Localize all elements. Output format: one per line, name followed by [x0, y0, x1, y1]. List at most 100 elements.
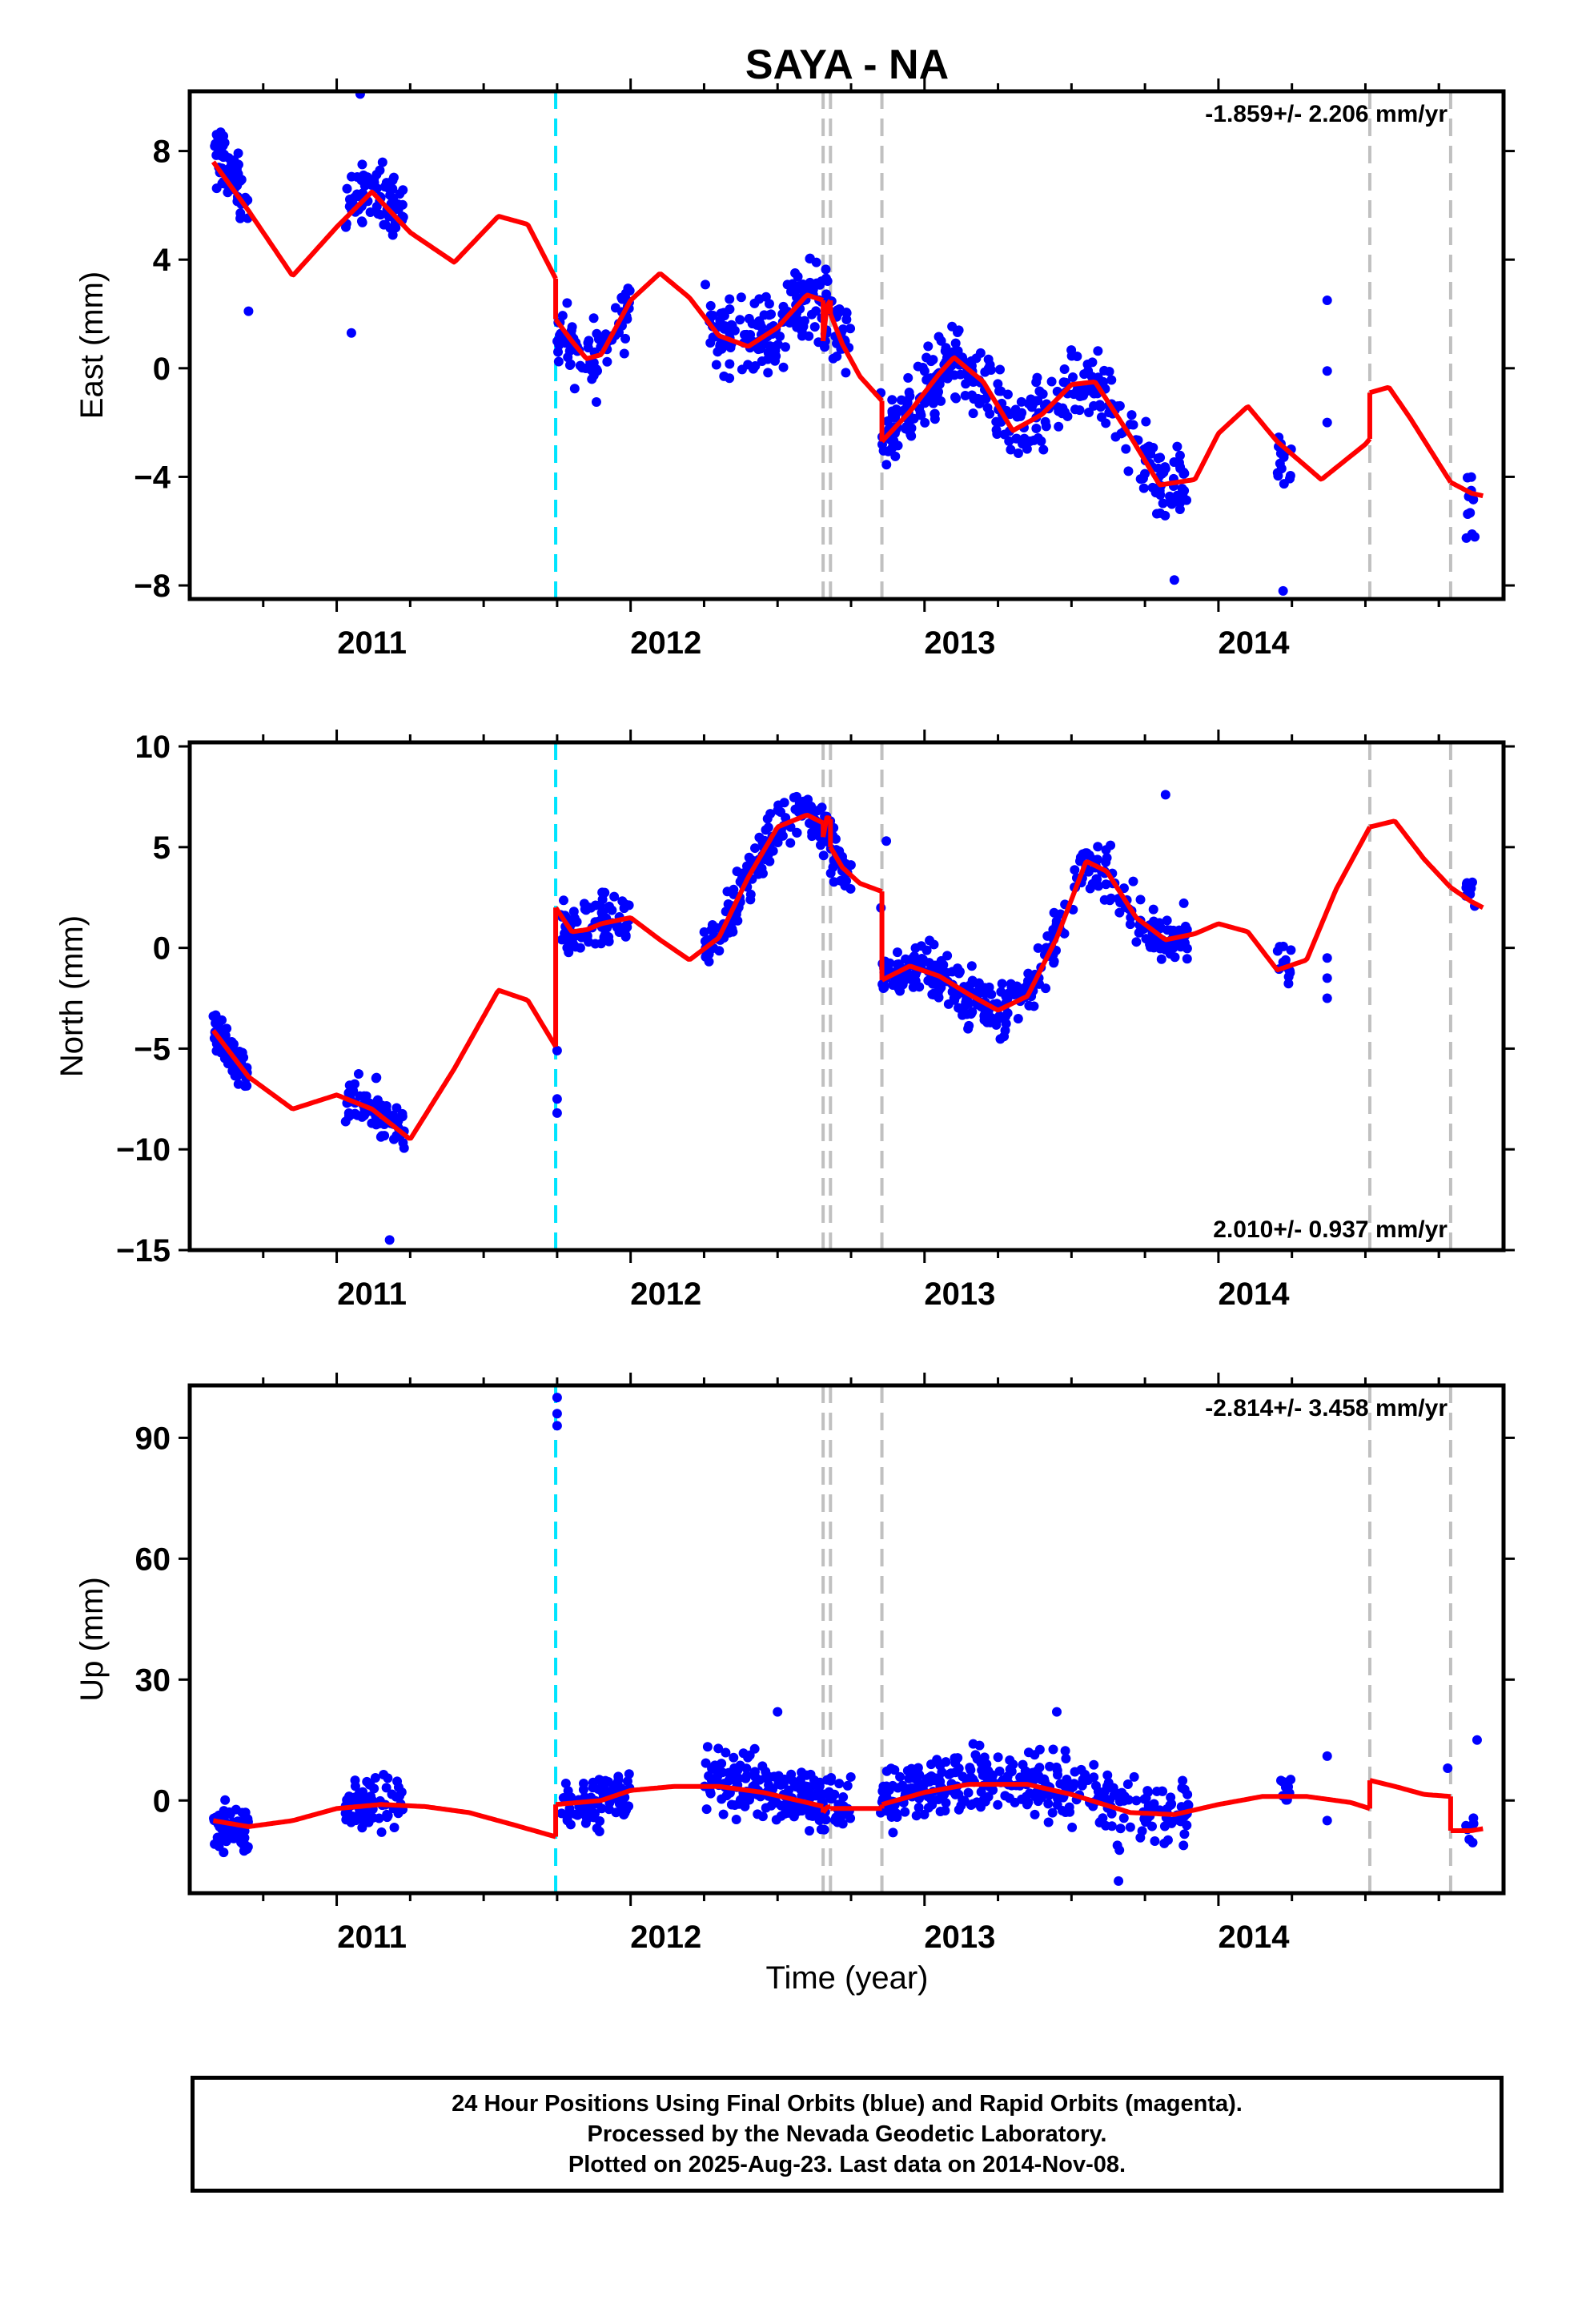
east-data-point — [392, 199, 403, 209]
north-data-point — [1461, 879, 1472, 889]
east-data-point — [725, 304, 735, 315]
east-data-point — [1059, 364, 1070, 374]
east-data-point — [620, 288, 631, 299]
up-data-point — [562, 1815, 572, 1826]
north-data-point — [892, 947, 902, 958]
east-data-point — [357, 159, 367, 170]
north-y-tick-label: −15 — [116, 1233, 171, 1269]
figure-title: SAYA - NA — [745, 42, 949, 88]
north-data-point — [805, 818, 815, 828]
east-data-point — [385, 223, 396, 233]
north-data-point — [1092, 874, 1102, 884]
up-data-point — [1178, 1775, 1188, 1786]
up-data-point — [1286, 1775, 1296, 1785]
up-data-point — [595, 1816, 605, 1827]
footer-line-1: 24 Hour Positions Using Final Orbits (bl… — [452, 2091, 1243, 2117]
east-data-point — [375, 165, 385, 175]
up-data-point — [1322, 1815, 1332, 1826]
east-x-tick-label: 2011 — [337, 625, 407, 661]
east-panel: 2011 2012 2013 2014 −8 −4 0 4 8 -1.859+/- 2.206 … — [74, 78, 1515, 661]
east-data-point — [805, 254, 815, 264]
north-data-point — [372, 1095, 383, 1105]
up-data-point — [1048, 1744, 1058, 1755]
east-data-point — [953, 346, 963, 356]
north-data-point — [379, 1131, 390, 1141]
east-data-point — [942, 373, 953, 384]
up-data-point — [965, 1763, 975, 1773]
east-data-point — [845, 324, 856, 334]
north-data-point — [773, 837, 783, 847]
north-data-point — [1033, 943, 1043, 953]
up-data-point — [589, 1808, 600, 1819]
up-data-point — [1061, 1753, 1071, 1763]
up-data-point — [366, 1791, 376, 1802]
north-data-point — [597, 895, 608, 905]
up-data-point — [886, 1811, 897, 1822]
up-data-point — [910, 1769, 921, 1779]
up-data-point — [888, 1780, 898, 1791]
up-data-point — [923, 1803, 934, 1813]
north-data-point — [552, 1094, 562, 1104]
up-data-point — [771, 1815, 781, 1825]
up-data-point — [1176, 1802, 1186, 1812]
up-data-point — [1065, 1782, 1075, 1792]
up-y-axis-label: Up (mm) — [74, 1577, 110, 1702]
east-data-point — [588, 313, 599, 324]
north-data-point — [934, 992, 944, 1003]
east-data-point — [1106, 375, 1117, 385]
east-data-point — [211, 139, 221, 149]
east-data-point — [1010, 404, 1021, 415]
north-data-point — [619, 903, 629, 914]
up-data-point — [773, 1707, 783, 1717]
east-data-point — [1322, 296, 1332, 306]
east-data-point — [342, 183, 352, 194]
up-data-point — [220, 1795, 231, 1805]
north-data-point — [999, 1031, 1010, 1042]
east-data-point — [903, 372, 913, 383]
north-data-point — [750, 843, 761, 854]
north-data-point — [943, 999, 954, 1009]
east-model-curve — [1449, 480, 1484, 499]
east-data-point — [1172, 441, 1182, 452]
east-data-point — [233, 170, 243, 180]
east-rate-label: -1.859+/- 2.206 mm/yr — [1205, 101, 1447, 127]
east-data-point — [797, 331, 807, 341]
east-data-point — [575, 360, 585, 371]
east-data-point — [713, 347, 723, 357]
north-data-point — [1156, 923, 1166, 933]
east-data-point — [1062, 411, 1073, 421]
up-data-point — [885, 1763, 896, 1774]
east-data-point — [917, 363, 928, 373]
up-data-point — [1034, 1763, 1045, 1773]
up-data-point — [1033, 1796, 1043, 1807]
north-data-point — [398, 1137, 408, 1148]
east-data-point — [1123, 466, 1134, 476]
footer-line-3: Plotted on 2025-Aug-23. Last data on 201… — [568, 2152, 1126, 2177]
east-data-point — [1002, 389, 1013, 400]
north-model-curve — [1369, 818, 1453, 890]
up-data-point — [1125, 1822, 1135, 1832]
east-data-point — [569, 384, 580, 394]
east-data-point — [1174, 450, 1185, 460]
north-data-point — [393, 1116, 404, 1126]
up-y-tick-label: 30 — [135, 1663, 171, 1698]
east-data-point — [757, 356, 767, 367]
north-data-point — [910, 975, 921, 986]
east-data-point — [811, 306, 821, 316]
north-x-tick-label: 2011 — [337, 1277, 407, 1312]
north-data-point — [1125, 919, 1135, 930]
north-data-point — [599, 932, 609, 943]
east-data-point — [1013, 448, 1023, 458]
east-data-point — [384, 183, 395, 194]
up-data-point — [558, 1792, 568, 1803]
east-data-point — [1278, 585, 1288, 596]
up-data-point — [897, 1782, 907, 1792]
up-data-point — [773, 1779, 784, 1789]
north-model-curve — [881, 826, 1372, 1013]
north-data-point — [797, 802, 808, 813]
north-y-tick-label: −10 — [116, 1132, 171, 1168]
up-data-point — [1102, 1770, 1113, 1780]
up-panel: 2011 2012 2013 2014 0 30 60 90 -2.814+/- 3.458 … — [74, 1373, 1515, 1955]
east-data-point — [371, 201, 382, 211]
east-data-point — [785, 318, 795, 328]
